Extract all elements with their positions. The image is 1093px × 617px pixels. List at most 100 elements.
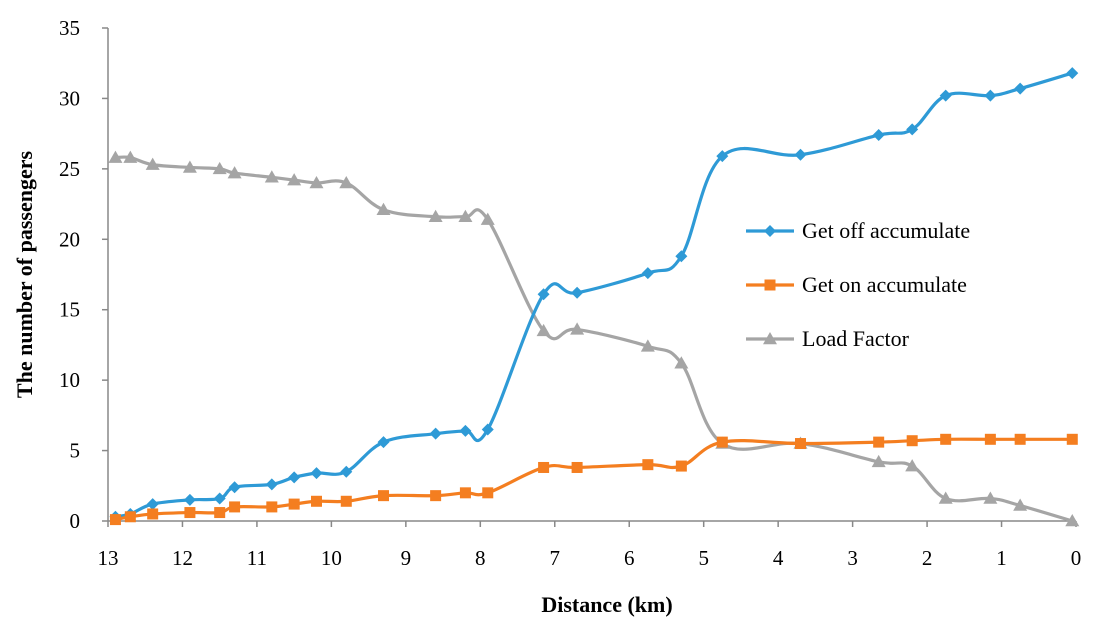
get-off-accumulate-point bbox=[571, 286, 584, 299]
legend-item-get-on-accumulate: Get on accumulate bbox=[746, 272, 967, 297]
x-tick-label: 0 bbox=[1071, 546, 1082, 570]
load-factor-point bbox=[123, 150, 138, 163]
get-off-accumulate-point bbox=[984, 89, 997, 102]
get-off-accumulate-line bbox=[115, 71, 1073, 519]
get-on-accumulate-line bbox=[115, 437, 1073, 522]
load-factor-point bbox=[1065, 514, 1080, 527]
legend-get-off-accumulate-point bbox=[764, 225, 776, 237]
get-on-accumulate-point bbox=[571, 461, 583, 473]
load-factor-point bbox=[536, 323, 551, 337]
get-off-accumulate-point bbox=[377, 436, 390, 449]
get-off-accumulate-point bbox=[288, 471, 301, 484]
get-off-accumulate-point bbox=[537, 288, 550, 301]
get-off-accumulate-point bbox=[459, 424, 472, 437]
y-tick-label: 5 bbox=[70, 439, 81, 463]
load-factor-point bbox=[145, 157, 160, 170]
get-on-accumulate-point bbox=[229, 501, 241, 513]
x-axis-ticks: 13 12 11 10 9 8 7 6 5 4 3 2 1 0 bbox=[98, 521, 1082, 570]
load-factor-point bbox=[339, 175, 354, 189]
x-tick-label: 1 bbox=[996, 546, 1007, 570]
get-off-accumulate-point bbox=[183, 493, 196, 506]
y-tick-label: 30 bbox=[59, 86, 80, 110]
y-tick-label: 25 bbox=[59, 157, 80, 181]
axes-layer bbox=[107, 28, 1076, 522]
load-factor-point bbox=[674, 356, 689, 369]
load-factor-point bbox=[376, 202, 391, 215]
get-on-accumulate-point bbox=[378, 490, 390, 502]
get-on-accumulate-point bbox=[288, 498, 300, 510]
load-factor-point bbox=[480, 212, 495, 225]
get-on-accumulate-point bbox=[873, 436, 885, 448]
load-factor-point bbox=[1013, 498, 1028, 511]
y-tick-label: 10 bbox=[59, 368, 80, 392]
load-factor-point bbox=[108, 150, 123, 163]
legend-item-get-off-accumulate: Get off accumulate bbox=[746, 218, 970, 243]
legend-label: Get on accumulate bbox=[802, 272, 967, 297]
x-tick-label: 9 bbox=[401, 546, 412, 570]
get-on-accumulate-point bbox=[642, 459, 654, 471]
x-tick-label: 13 bbox=[98, 546, 119, 570]
get-on-accumulate-point bbox=[538, 461, 550, 473]
x-tick-label: 7 bbox=[550, 546, 561, 570]
get-on-accumulate-point bbox=[184, 507, 196, 519]
x-tick-label: 8 bbox=[475, 546, 486, 570]
get-off-accumulate-point bbox=[716, 150, 729, 163]
series-layer bbox=[108, 67, 1080, 527]
load-factor-point bbox=[227, 166, 242, 179]
load-factor-point bbox=[905, 459, 920, 472]
load-factor-point bbox=[871, 454, 886, 468]
y-axis-ticks: 0 5 10 15 20 25 30 35 bbox=[59, 16, 108, 533]
get-off-accumulate-point bbox=[146, 498, 159, 511]
get-off-accumulate-point bbox=[939, 89, 952, 102]
get-off-accumulate-point bbox=[872, 129, 885, 142]
get-off-accumulate-point bbox=[906, 123, 919, 136]
get-off-accumulate-point bbox=[794, 148, 807, 161]
y-tick-label: 35 bbox=[59, 16, 80, 40]
x-tick-label: 3 bbox=[847, 546, 858, 570]
legend: Get off accumulate Get on accumulate Load … bbox=[746, 218, 970, 351]
get-on-accumulate-point bbox=[124, 511, 136, 523]
get-off-accumulate-point bbox=[213, 492, 226, 505]
legend-load-factor-point bbox=[763, 332, 777, 345]
legend-item-load-factor: Load Factor bbox=[746, 326, 910, 351]
load-factor-point bbox=[264, 170, 279, 183]
get-on-accumulate-point bbox=[1014, 433, 1026, 445]
get-on-accumulate-point bbox=[340, 495, 352, 507]
x-tick-label: 6 bbox=[624, 546, 635, 570]
load-factor-point bbox=[287, 173, 302, 186]
y-tick-label: 15 bbox=[59, 298, 80, 322]
x-tick-label: 11 bbox=[247, 546, 267, 570]
legend-label: Get off accumulate bbox=[802, 218, 970, 243]
load-factor-point bbox=[570, 322, 585, 335]
get-on-accumulate-point bbox=[794, 438, 806, 450]
get-on-accumulate-point bbox=[147, 508, 159, 520]
get-on-accumulate-point bbox=[430, 490, 442, 502]
get-on-accumulate-point bbox=[310, 495, 322, 507]
x-axis-title: Distance (km) bbox=[541, 592, 672, 617]
y-tick-label: 0 bbox=[70, 509, 81, 533]
x-tick-label: 10 bbox=[321, 546, 342, 570]
get-on-accumulate-point bbox=[984, 433, 996, 445]
get-on-accumulate-point bbox=[1066, 433, 1078, 445]
get-off-accumulate-point bbox=[481, 423, 494, 436]
load-factor-point bbox=[309, 175, 324, 189]
get-off-accumulate-point bbox=[1014, 82, 1027, 95]
load-factor-point bbox=[212, 161, 227, 175]
get-on-accumulate-series bbox=[109, 433, 1078, 526]
load-factor-point bbox=[182, 160, 197, 173]
x-tick-label: 2 bbox=[922, 546, 933, 570]
x-tick-label: 4 bbox=[773, 546, 784, 570]
x-tick-label: 5 bbox=[698, 546, 709, 570]
get-off-accumulate-point bbox=[265, 478, 278, 491]
get-off-accumulate-point bbox=[1066, 67, 1079, 80]
get-off-accumulate-point bbox=[340, 465, 353, 478]
get-off-accumulate-point bbox=[310, 467, 323, 480]
get-off-accumulate-point bbox=[429, 427, 442, 440]
load-factor-series bbox=[108, 150, 1080, 527]
get-on-accumulate-point bbox=[109, 514, 121, 526]
load-factor-point bbox=[983, 491, 998, 504]
load-factor-point bbox=[458, 209, 473, 222]
get-off-accumulate-point bbox=[641, 267, 654, 280]
get-off-accumulate-point bbox=[675, 250, 688, 263]
